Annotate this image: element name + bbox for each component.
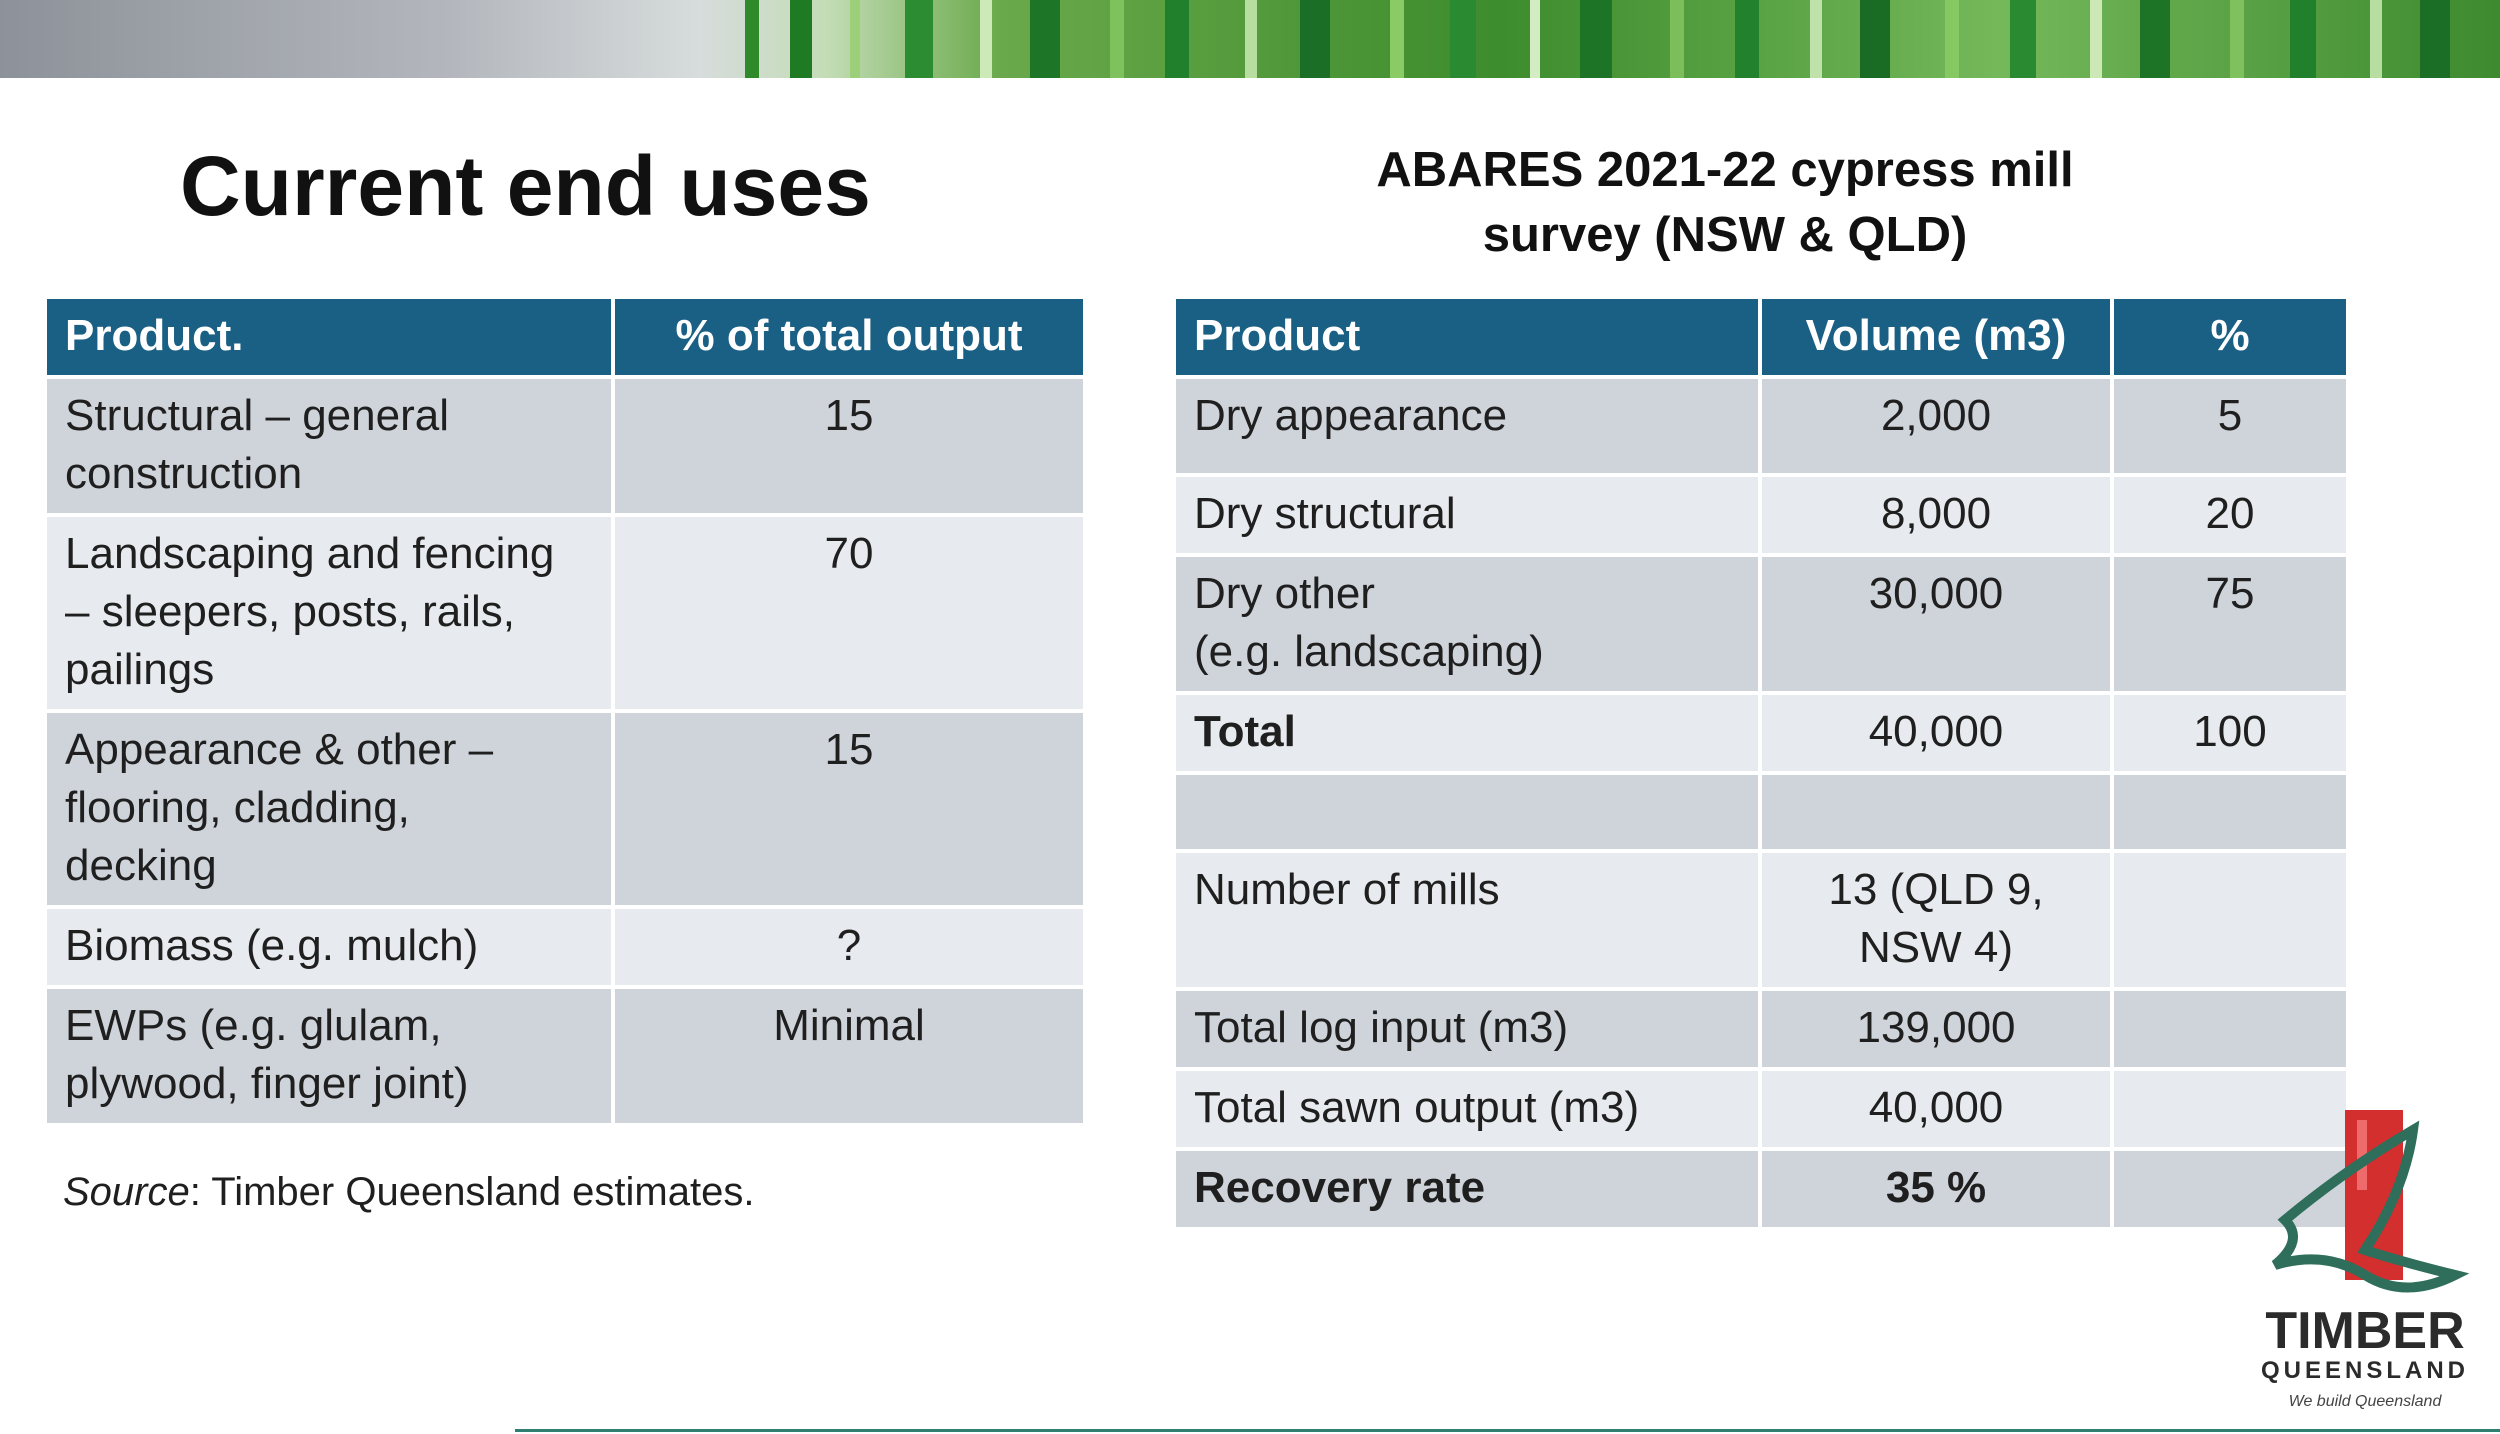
percent-cell: [2110, 849, 2350, 991]
table-row: Appearance & other – flooring, cladding,…: [43, 709, 1087, 909]
column-header-product: Product: [1172, 295, 1762, 379]
mill-survey-table: Product Volume (m3) % Dry appearance 2,0…: [1172, 295, 2350, 1231]
product-cell: Structural – general construction: [43, 375, 615, 517]
percent-cell: 20: [2110, 473, 2350, 557]
timber-queensland-logo: TIMBER QUEENSLAND We build Queensland: [2261, 1110, 2470, 1410]
product-cell: Appearance & other – flooring, cladding,…: [43, 709, 615, 909]
volume-cell: 40,000: [1758, 1067, 2114, 1151]
cell-line: (e.g. landscaping): [1194, 627, 1544, 676]
percent-cell: 75: [2110, 553, 2350, 695]
column-header-percent: % of total output: [611, 295, 1087, 379]
product-cell: Dry other (e.g. landscaping): [1172, 553, 1762, 695]
cell-line: Biomass (e.g. mulch): [65, 921, 479, 970]
logo-highlight: [2357, 1120, 2367, 1190]
logo-wordmark: TIMBER: [2265, 1302, 2464, 1360]
percent-cell: [2110, 1147, 2350, 1231]
product-cell: [1172, 771, 1762, 853]
cell-line: 13 (QLD 9,: [1828, 865, 2044, 914]
volume-cell: 2,000: [1758, 375, 2114, 477]
product-cell: Total sawn output (m3): [1172, 1067, 1762, 1151]
percent-cell: 100: [2110, 691, 2350, 775]
footer-line: [515, 1429, 2500, 1432]
source-label: Source: [63, 1170, 190, 1214]
percent-cell: 70: [611, 513, 1087, 713]
cell-line: Appearance & other –: [65, 725, 494, 774]
volume-cell: 139,000: [1758, 987, 2114, 1071]
product-cell: EWPs (e.g. glulam, plywood, finger joint…: [43, 985, 615, 1127]
slide-title: Current end uses: [180, 139, 871, 233]
table-row: Dry other (e.g. landscaping) 30,000 75: [1172, 553, 2350, 695]
subtitle-line-2: survey (NSW & QLD): [1482, 208, 1968, 262]
cell-line: plywood, finger joint): [65, 1059, 469, 1108]
table-row-total: Total 40,000 100: [1172, 691, 2350, 775]
product-cell: Number of mills: [1172, 849, 1762, 991]
table-row: Total sawn output (m3) 40,000: [1172, 1067, 2350, 1151]
volume-cell: 8,000: [1758, 473, 2114, 557]
percent-cell: Minimal: [611, 985, 1087, 1127]
table-header-row: Product. % of total output: [43, 295, 1087, 379]
slide-subtitle: ABARES 2021-22 cypress mill survey (NSW …: [1300, 138, 2150, 268]
volume-cell: 40,000: [1758, 691, 2114, 775]
cell-line: Structural – general: [65, 391, 449, 440]
cell-line: Landscaping and fencing: [65, 529, 555, 578]
table-row: Number of mills 13 (QLD 9, NSW 4): [1172, 849, 2350, 991]
column-header-percent: %: [2110, 295, 2350, 379]
percent-cell: [2110, 987, 2350, 1071]
cell-line: – sleepers, posts, rails,: [65, 587, 515, 636]
logo-swirl: [2271, 1120, 2470, 1293]
source-text: : Timber Queensland estimates.: [189, 1170, 755, 1214]
column-header-product: Product.: [43, 295, 615, 379]
percent-cell: 15: [611, 375, 1087, 517]
percent-cell: [2110, 1067, 2350, 1151]
end-uses-table: Product. % of total output Structural – …: [43, 295, 1087, 1127]
product-cell: Total: [1172, 691, 1762, 775]
cell-line: decking: [65, 841, 217, 890]
table-row: Dry structural 8,000 20: [1172, 473, 2350, 557]
table-row: Biomass (e.g. mulch) ?: [43, 905, 1087, 989]
table-row-empty: [1172, 771, 2350, 853]
volume-cell: 35 %: [1758, 1147, 2114, 1231]
table-header-row: Product Volume (m3) %: [1172, 295, 2350, 379]
cell-line: Dry other: [1194, 569, 1375, 618]
cell-line: construction: [65, 449, 303, 498]
table-row: EWPs (e.g. glulam, plywood, finger joint…: [43, 985, 1087, 1127]
decorative-banner: [0, 0, 2500, 78]
product-cell: Landscaping and fencing – sleepers, post…: [43, 513, 615, 713]
volume-cell: [1758, 771, 2114, 853]
subtitle-line-1: ABARES 2021-22 cypress mill: [1376, 143, 2074, 197]
logo-subtitle: QUEENSLAND: [2261, 1357, 2469, 1384]
product-cell: Dry appearance: [1172, 375, 1762, 477]
cell-line: NSW 4): [1859, 923, 2013, 972]
table-row: Total log input (m3) 139,000: [1172, 987, 2350, 1071]
column-header-volume: Volume (m3): [1758, 295, 2114, 379]
product-cell: Total log input (m3): [1172, 987, 1762, 1071]
product-cell: Biomass (e.g. mulch): [43, 905, 615, 989]
source-note: Source: Timber Queensland estimates.: [63, 1170, 754, 1215]
percent-cell: 5: [2110, 375, 2350, 477]
volume-cell: 13 (QLD 9, NSW 4): [1758, 849, 2114, 991]
table-row: Landscaping and fencing – sleepers, post…: [43, 513, 1087, 713]
logo-tagline: We build Queensland: [2289, 1393, 2443, 1410]
table-row: Structural – general construction 15: [43, 375, 1087, 517]
volume-cell: 30,000: [1758, 553, 2114, 695]
percent-cell: 15: [611, 709, 1087, 909]
product-cell: Recovery rate: [1172, 1147, 1762, 1231]
cell-line: pailings: [65, 645, 215, 694]
percent-cell: ?: [611, 905, 1087, 989]
table-row: Dry appearance 2,000 5: [1172, 375, 2350, 477]
cell-line: flooring, cladding,: [65, 783, 410, 832]
percent-cell: [2110, 771, 2350, 853]
cell-line: EWPs (e.g. glulam,: [65, 1001, 442, 1050]
table-row-recovery: Recovery rate 35 %: [1172, 1147, 2350, 1231]
product-cell: Dry structural: [1172, 473, 1762, 557]
